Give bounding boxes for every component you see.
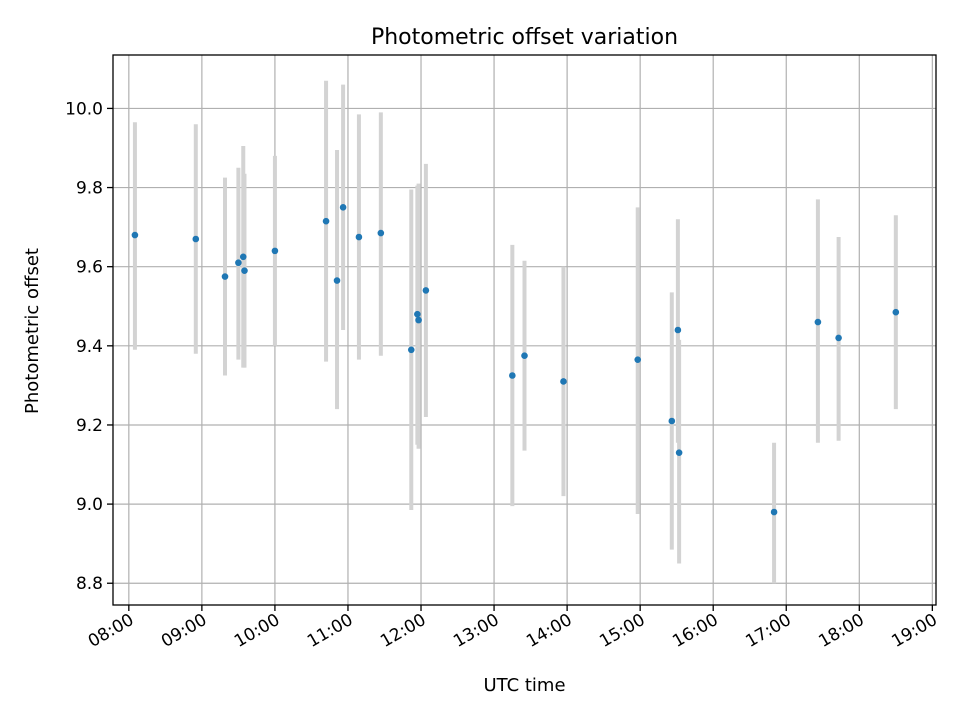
data-point — [892, 308, 900, 316]
data-point — [235, 259, 242, 267]
x-tick-label: 15:00 — [596, 610, 648, 652]
data-point — [509, 372, 516, 379]
x-tick-label: 17:00 — [742, 610, 794, 652]
data-point — [674, 326, 682, 334]
data-point — [322, 217, 330, 225]
data-point — [221, 273, 229, 280]
x-tick-label: 08:00 — [85, 610, 137, 652]
x-axis-ticks: 08:00 09:00 10:00 11:00 12:00 13:00 14:00 15:00… — [85, 605, 941, 652]
x-tick-label: 16:00 — [669, 610, 721, 652]
x-tick-label: 14:00 — [523, 610, 575, 652]
data-point — [131, 231, 139, 239]
plot-frame — [112, 54, 937, 606]
y-tick-label: 8.8 — [76, 574, 103, 594]
data-point — [560, 378, 567, 385]
data-point — [415, 316, 422, 324]
data-point — [835, 334, 842, 342]
data-point — [377, 229, 385, 237]
y-tick-label: 9.4 — [76, 337, 103, 357]
error-bars — [132, 80, 898, 584]
data-point — [355, 233, 363, 241]
data-point — [241, 267, 248, 274]
y-tick-label: 9.2 — [76, 416, 103, 436]
x-axis-label: UTC time — [483, 675, 565, 696]
data-point — [422, 287, 430, 294]
x-tick-label: 12:00 — [377, 610, 429, 652]
x-tick-label: 09:00 — [158, 610, 210, 652]
data-point — [239, 253, 247, 261]
data-point — [271, 247, 279, 255]
data-point — [668, 417, 676, 425]
y-axis-ticks: 8.8 9.0 9.2 9.4 9.6 9.8 10.0 — [65, 99, 113, 594]
y-tick-label: 9.8 — [76, 179, 103, 199]
x-tick-label: 19:00 — [888, 610, 940, 652]
data-point — [634, 356, 642, 363]
data-point — [333, 277, 341, 284]
chart-title: Photometric offset variation — [371, 25, 678, 50]
data-point — [192, 235, 200, 243]
data-point — [814, 318, 822, 326]
x-tick-label: 18:00 — [815, 610, 867, 652]
x-tick-label: 11:00 — [304, 610, 356, 652]
x-tick-label: 13:00 — [450, 610, 502, 652]
data-point — [521, 352, 528, 360]
data-points — [131, 204, 900, 516]
data-point — [770, 508, 778, 516]
y-axis-label: Photometric offset — [22, 248, 43, 414]
y-tick-label: 9.0 — [76, 495, 103, 515]
data-point — [407, 346, 415, 354]
y-tick-label: 9.6 — [76, 258, 103, 278]
y-tick-label: 10.0 — [65, 99, 103, 119]
data-point — [339, 204, 347, 211]
data-point — [414, 310, 421, 318]
data-point — [675, 449, 683, 456]
x-tick-label: 10:00 — [231, 610, 283, 652]
